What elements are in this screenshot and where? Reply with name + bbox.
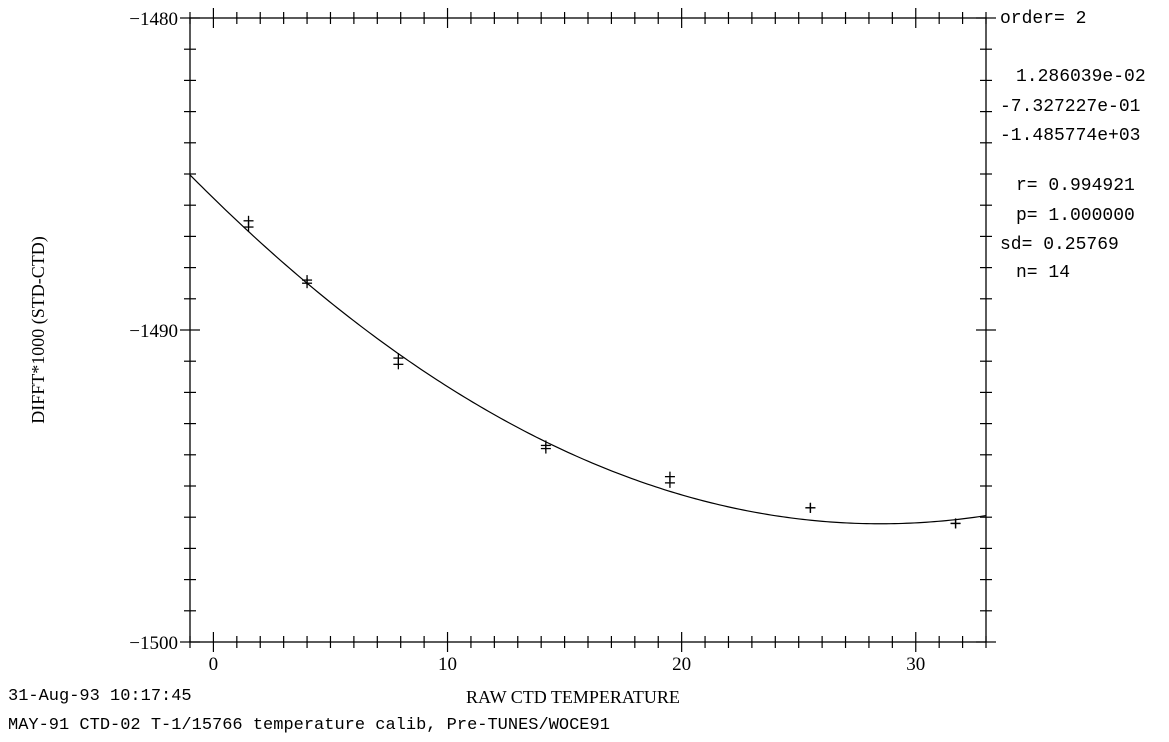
data-point <box>302 278 313 289</box>
y-tick-label: −1490 <box>129 321 178 342</box>
tick-labels: 0 10 20 30 −1500 −1490 −1480 <box>129 9 925 675</box>
stat-n: n= 14 <box>1016 263 1071 283</box>
axis-ticks <box>180 8 996 652</box>
stat-r: r= 0.994921 <box>1016 176 1135 196</box>
plot-frame <box>189 17 987 643</box>
data-point <box>805 502 816 513</box>
footer-timestamp: 31-Aug-93 10:17:45 <box>8 687 192 706</box>
x-tick-label: 10 <box>438 654 457 675</box>
y-tick-label: −1500 <box>129 633 178 654</box>
y-axis-label: DIFFT*1000 (STD-CTD) <box>28 236 48 424</box>
data-point <box>540 443 551 454</box>
coefficient-3: -1.485774e+03 <box>1000 126 1141 146</box>
data-points <box>243 215 961 529</box>
data-point <box>243 222 254 233</box>
fit-order: order= 2 <box>1000 9 1087 29</box>
coefficient-2: -7.327227e-01 <box>1000 97 1141 117</box>
data-point <box>950 518 961 529</box>
coefficient-1: 1.286039e-02 <box>1016 67 1146 87</box>
x-tick-label: 30 <box>906 654 925 675</box>
stat-sd: sd= 0.25769 <box>1000 235 1119 255</box>
x-tick-label: 20 <box>672 654 691 675</box>
stat-p: p= 1.000000 <box>1016 206 1135 226</box>
fit-curve <box>189 174 987 525</box>
data-point <box>664 477 675 488</box>
data-point <box>393 359 404 370</box>
footer-description: MAY-91 CTD-02 T-1/15766 temperature cali… <box>8 716 610 735</box>
x-axis-label: RAW CTD TEMPERATURE <box>466 687 680 707</box>
x-tick-label: 0 <box>209 654 219 675</box>
y-tick-label: −1480 <box>129 9 178 30</box>
